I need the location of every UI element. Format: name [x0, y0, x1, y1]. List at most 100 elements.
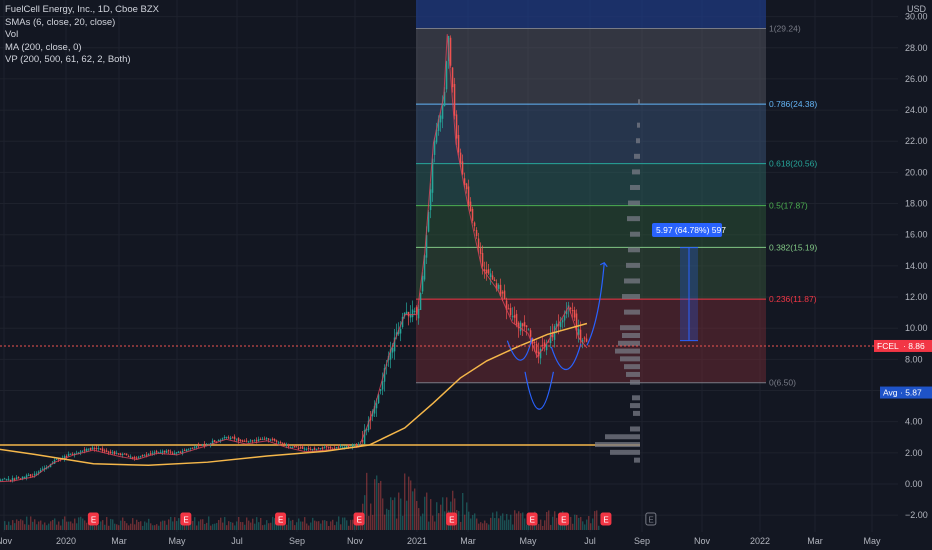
pattern-right-shoulder[interactable] [550, 343, 582, 370]
volume-bar [242, 522, 244, 530]
avg-tag[interactable] [880, 386, 932, 399]
time-tick-label: Sep [289, 536, 305, 546]
volume-bar [246, 517, 248, 530]
pattern-head[interactable] [524, 371, 554, 410]
candle-body [163, 450, 166, 453]
candle-body [251, 440, 254, 442]
volume-profile-bar [622, 294, 640, 300]
candle-body [443, 91, 446, 107]
earnings-marker[interactable] [275, 512, 287, 526]
candle-body [89, 447, 92, 451]
volume-bar [416, 500, 418, 530]
volume-bar [452, 490, 454, 530]
earnings-marker[interactable] [558, 512, 570, 526]
candle-body [491, 275, 494, 280]
volume-bar [138, 521, 140, 530]
earnings-marker[interactable] [353, 512, 365, 526]
volume-bar [102, 520, 104, 530]
volume-bar [380, 480, 382, 530]
volume-bar [122, 517, 124, 530]
candle-body [581, 339, 584, 344]
legend-title[interactable]: FuelCell Energy, Inc., 1D, Cboe BZX [5, 4, 159, 15]
candle-body [437, 119, 440, 131]
candle-body [1, 479, 4, 481]
ma200-line[interactable] [0, 322, 588, 467]
volume-bar [378, 483, 380, 530]
candle-body [219, 439, 222, 442]
volume-bar [312, 517, 314, 530]
legend-vol[interactable]: Vol [5, 29, 19, 40]
legend-ma[interactable]: MA (200, close, 0) [5, 41, 82, 53]
candle-body [527, 329, 530, 331]
volume-bar [168, 519, 170, 530]
volume-bar [100, 521, 102, 530]
candle-body [449, 37, 452, 66]
candle-body [211, 440, 214, 444]
earnings-marker-label: E [357, 516, 362, 525]
price-tick-label: 10.00 [905, 323, 928, 333]
earnings-marker[interactable] [446, 512, 458, 526]
time-tick-label: May [519, 536, 537, 546]
earnings-marker[interactable] [526, 512, 538, 526]
time-tick-label: Nov [347, 536, 364, 546]
volume-profile-bar [595, 442, 640, 448]
volume-bar [514, 510, 516, 530]
candle-body [409, 314, 412, 318]
chart-legend: FuelCell Energy, Inc., 1D, Cboe BZX SMAs… [5, 4, 159, 67]
volume-bar [80, 516, 82, 530]
candle-body [303, 448, 306, 450]
earnings-marker[interactable] [645, 512, 657, 526]
volume-bar [28, 524, 30, 530]
candle-body [273, 439, 276, 441]
volume-bar [236, 521, 238, 530]
volume-bar [526, 524, 528, 530]
candle-body [97, 448, 100, 450]
volume-bar [544, 520, 546, 530]
volume-bar [142, 525, 144, 530]
earnings-marker[interactable] [180, 512, 192, 526]
earnings-marker[interactable] [87, 512, 99, 526]
pattern-left-shoulder[interactable] [506, 337, 533, 361]
volume-bar [422, 513, 424, 530]
volume-bar [430, 499, 432, 530]
sma-line[interactable] [0, 34, 588, 483]
fib-level-label: 0(6.50) [769, 378, 796, 388]
volume-bar [216, 522, 218, 530]
candle-body [25, 475, 28, 478]
candle-body [401, 316, 404, 328]
candle-body [421, 275, 424, 292]
candle-body [237, 438, 240, 442]
candle-body [153, 452, 156, 454]
candle-body [425, 235, 428, 258]
candle-body [375, 403, 378, 409]
candle-body [79, 451, 82, 453]
legend-vp[interactable]: VP (200, 500, 61, 62, 2, Both) [5, 54, 131, 65]
volume-profile-bar [636, 138, 640, 144]
volume-bar [282, 522, 284, 530]
volume-bar [174, 517, 176, 530]
volume-profile-bar [620, 356, 640, 362]
volume-bar [86, 522, 88, 530]
candle-body [99, 448, 102, 450]
projection-arrow[interactable] [586, 262, 605, 346]
volume-bar [172, 521, 174, 530]
volume-bar [388, 509, 390, 530]
earnings-marker[interactable] [600, 512, 612, 526]
volume-bar [492, 512, 494, 530]
candle-body [19, 478, 22, 480]
volume-bar [396, 518, 398, 530]
candle-body [133, 457, 136, 459]
volume-bar [24, 524, 26, 530]
volume-bar [140, 521, 142, 530]
candle-body [559, 322, 562, 327]
candle-body [269, 439, 272, 441]
candle-body [555, 323, 558, 327]
volume-bar [164, 520, 166, 530]
volume-bar [572, 523, 574, 530]
last-price-tag[interactable] [874, 339, 932, 352]
legend-sma[interactable]: SMAs (6, close, 20, close) [5, 16, 116, 28]
volume-bar [476, 518, 478, 530]
time-tick-label: Jul [231, 536, 243, 546]
arrow-head [599, 262, 608, 268]
